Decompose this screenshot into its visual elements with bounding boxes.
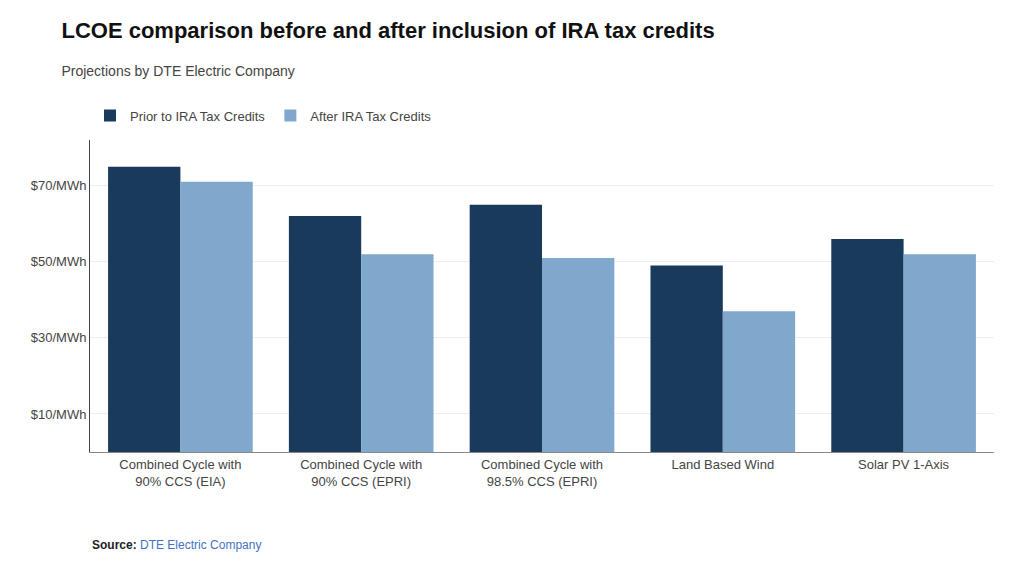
svg-text:$70/MWh: $70/MWh bbox=[31, 178, 87, 193]
svg-text:Projections by DTE Electric Co: Projections by DTE Electric Company bbox=[61, 63, 294, 79]
svg-text:$50/MWh: $50/MWh bbox=[31, 254, 87, 269]
svg-text:LCOE comparison before and aft: LCOE comparison before and after inclusi… bbox=[61, 18, 714, 43]
svg-text:Solar PV 1-Axis: Solar PV 1-Axis bbox=[858, 457, 950, 472]
svg-text:Source: DTE Electric Company: Source: DTE Electric Company bbox=[92, 538, 261, 552]
svg-text:$10/MWh: $10/MWh bbox=[31, 407, 87, 422]
svg-text:Combined Cycle with98.5% CCS (: Combined Cycle with98.5% CCS (EPRI) bbox=[481, 457, 603, 489]
svg-text:Land Based Wind: Land Based Wind bbox=[671, 457, 774, 472]
svg-text:After IRA Tax Credits: After IRA Tax Credits bbox=[310, 109, 431, 124]
svg-text:Combined Cycle with90% CCS (EI: Combined Cycle with90% CCS (EIA) bbox=[119, 457, 241, 489]
svg-text:Prior to IRA Tax Credits: Prior to IRA Tax Credits bbox=[130, 109, 265, 124]
svg-text:Combined Cycle with90% CCS (EP: Combined Cycle with90% CCS (EPRI) bbox=[300, 457, 422, 489]
svg-text:$30/MWh: $30/MWh bbox=[31, 330, 87, 345]
